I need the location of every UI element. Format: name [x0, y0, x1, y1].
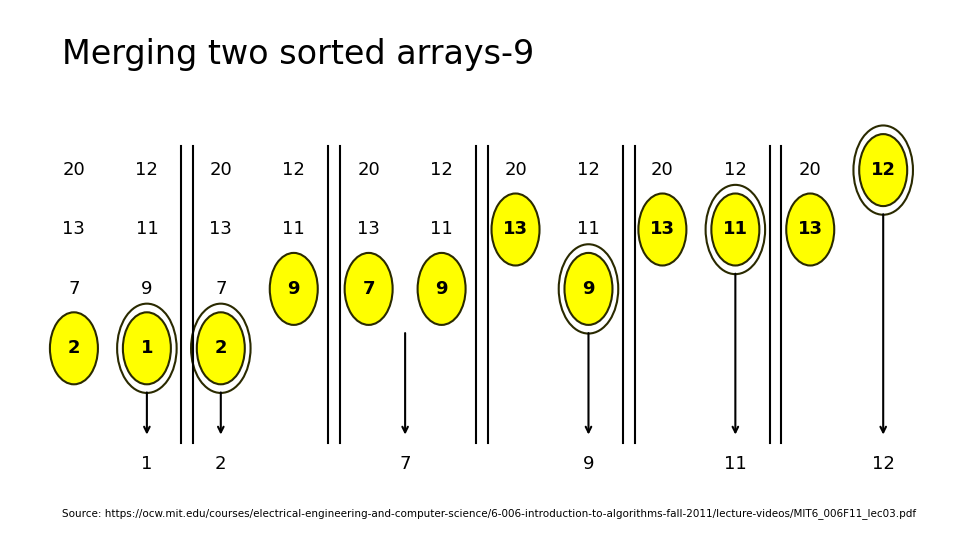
Text: 11: 11	[724, 455, 747, 474]
Text: 9: 9	[141, 280, 153, 298]
Text: 13: 13	[357, 220, 380, 239]
Text: 7: 7	[362, 280, 375, 298]
Text: 9: 9	[287, 280, 300, 298]
Text: 11: 11	[135, 220, 158, 239]
Ellipse shape	[564, 253, 612, 325]
Text: 20: 20	[357, 161, 380, 179]
Text: 11: 11	[723, 220, 748, 239]
Text: 11: 11	[430, 220, 453, 239]
Text: 2: 2	[214, 339, 228, 357]
Text: 11: 11	[577, 220, 600, 239]
Ellipse shape	[50, 312, 98, 384]
Text: Source: https://ocw.mit.edu/courses/electrical-engineering-and-computer-science/: Source: https://ocw.mit.edu/courses/elec…	[62, 508, 917, 518]
Text: 13: 13	[62, 220, 85, 239]
Text: 13: 13	[209, 220, 232, 239]
Text: 1: 1	[140, 339, 154, 357]
Text: 9: 9	[435, 280, 448, 298]
Text: Merging two sorted arrays-9: Merging two sorted arrays-9	[62, 38, 535, 71]
Text: 7: 7	[399, 455, 411, 474]
Text: 12: 12	[282, 161, 305, 179]
Text: 7: 7	[68, 280, 80, 298]
Ellipse shape	[123, 312, 171, 384]
Text: 12: 12	[430, 161, 453, 179]
Text: 13: 13	[503, 220, 528, 239]
Ellipse shape	[711, 193, 759, 266]
Text: 2: 2	[215, 455, 227, 474]
Text: 2: 2	[67, 339, 81, 357]
Ellipse shape	[786, 193, 834, 266]
Text: 12: 12	[577, 161, 600, 179]
Text: 13: 13	[798, 220, 823, 239]
Text: 12: 12	[872, 455, 895, 474]
Text: 13: 13	[650, 220, 675, 239]
Ellipse shape	[638, 193, 686, 266]
Ellipse shape	[197, 312, 245, 384]
Text: 9: 9	[582, 280, 595, 298]
Text: 11: 11	[282, 220, 305, 239]
Text: 9: 9	[583, 455, 594, 474]
Ellipse shape	[859, 134, 907, 206]
Ellipse shape	[418, 253, 466, 325]
Text: 20: 20	[651, 161, 674, 179]
Ellipse shape	[492, 193, 540, 266]
Text: 20: 20	[799, 161, 822, 179]
Ellipse shape	[345, 253, 393, 325]
Text: 20: 20	[504, 161, 527, 179]
Text: 12: 12	[135, 161, 158, 179]
Text: 12: 12	[724, 161, 747, 179]
Text: 7: 7	[215, 280, 227, 298]
Text: 1: 1	[141, 455, 153, 474]
Text: 20: 20	[62, 161, 85, 179]
Ellipse shape	[270, 253, 318, 325]
Text: 12: 12	[871, 161, 896, 179]
Text: 20: 20	[209, 161, 232, 179]
